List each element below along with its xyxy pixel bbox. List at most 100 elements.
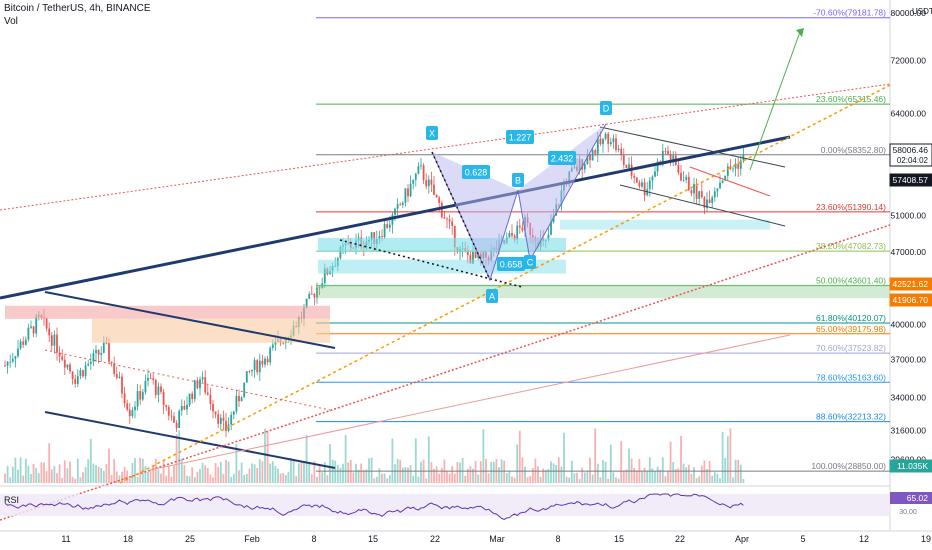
volume-bar [368,458,370,483]
volume-bar [355,463,357,483]
candle-body [186,404,188,410]
volume-bar [511,476,513,483]
volume-bar [217,466,220,483]
candle-body [19,341,22,349]
candle-body [253,360,256,370]
candle-body [230,414,233,425]
volume-bar [490,461,493,483]
volume-bar [271,461,274,483]
volume-bar [435,466,438,483]
candle-body [708,199,711,204]
candle-body [66,364,69,368]
volume-bar [430,462,433,483]
candle-body [147,377,149,381]
candle-body [617,148,620,150]
candle-body [433,184,435,195]
candle-body [404,188,407,203]
volume-bar [227,461,230,483]
volume-bar [123,466,126,483]
volume-bar [453,473,456,483]
volume-bar [438,473,441,483]
volume-bar [188,476,191,483]
volume-bar [40,462,43,483]
volume-layer [4,428,745,483]
candle-body [56,334,58,353]
arrow-head [796,28,804,37]
volume-bar [407,467,409,483]
harmonic-bcd [518,124,606,260]
candle-body [217,414,220,424]
candle-body [396,204,399,209]
fib-level-label: -70.60%(79181.78) [813,8,886,18]
volume-bar [183,465,186,483]
volume-bar [303,463,305,483]
candle-body [474,251,477,258]
candle-body [713,191,716,198]
candle-body [732,168,734,170]
price-label-bg [889,143,932,167]
volume-bar [635,470,638,483]
candle-body [726,166,729,176]
rsi-lower-label: 30.00 [899,509,917,516]
volume-bar [513,477,516,483]
volume-bar [14,457,17,483]
candle-body [14,356,17,359]
volume-bar [472,468,474,483]
volume-bar [334,460,337,483]
candle-body [339,246,342,259]
candle-body [134,406,136,411]
volume-bar [537,466,539,483]
candle-body [165,405,168,408]
volume-bar [165,475,168,483]
y-tick-label: 40000.00 [891,319,927,329]
candle-body [50,335,53,346]
candle-body [661,150,664,165]
volume-bar [248,468,251,483]
candle-body [79,370,82,376]
volume-bar [219,462,222,483]
candle-body [711,197,714,204]
candle-body [113,363,116,374]
candle-body [170,415,173,417]
candle-body [739,160,742,169]
volume-bar [30,474,32,483]
volume-bar [313,461,316,483]
candle-body [4,365,6,367]
candle-body [105,342,108,344]
volume-bar [24,458,27,483]
volume-bar [581,467,584,483]
volume-bar [71,477,74,483]
volume-bar [656,466,659,483]
candle-body [453,226,456,248]
candle-body [607,133,610,144]
candle-body [30,326,32,328]
volume-bar [357,469,360,483]
volume-bar [279,473,282,483]
volume-bar [412,475,415,483]
candle-body [97,349,100,355]
fib-level-label: 78.60%(35163.60) [816,372,886,382]
volume-bar [66,468,69,483]
price-label: 42521.62 [893,279,929,289]
volume-bar [466,468,469,483]
candle-body [719,182,721,189]
volume-bar [108,448,110,483]
volume-bar [17,469,19,483]
candle-body [667,150,669,155]
candle-body [212,403,214,412]
volume-bar [591,474,594,483]
candle-body [386,224,389,228]
candle-body [32,326,35,334]
volume-bar [32,464,35,483]
volume-bar [729,428,732,483]
volume-bar [706,469,708,483]
volume-bar [191,467,194,483]
candle-body [451,221,454,227]
price-label-bg [889,173,932,187]
volume-bar [557,457,560,483]
harmonic-xab [432,152,518,280]
candle-body [446,218,448,220]
volume-bar [669,441,672,483]
volume-bar [321,472,324,483]
